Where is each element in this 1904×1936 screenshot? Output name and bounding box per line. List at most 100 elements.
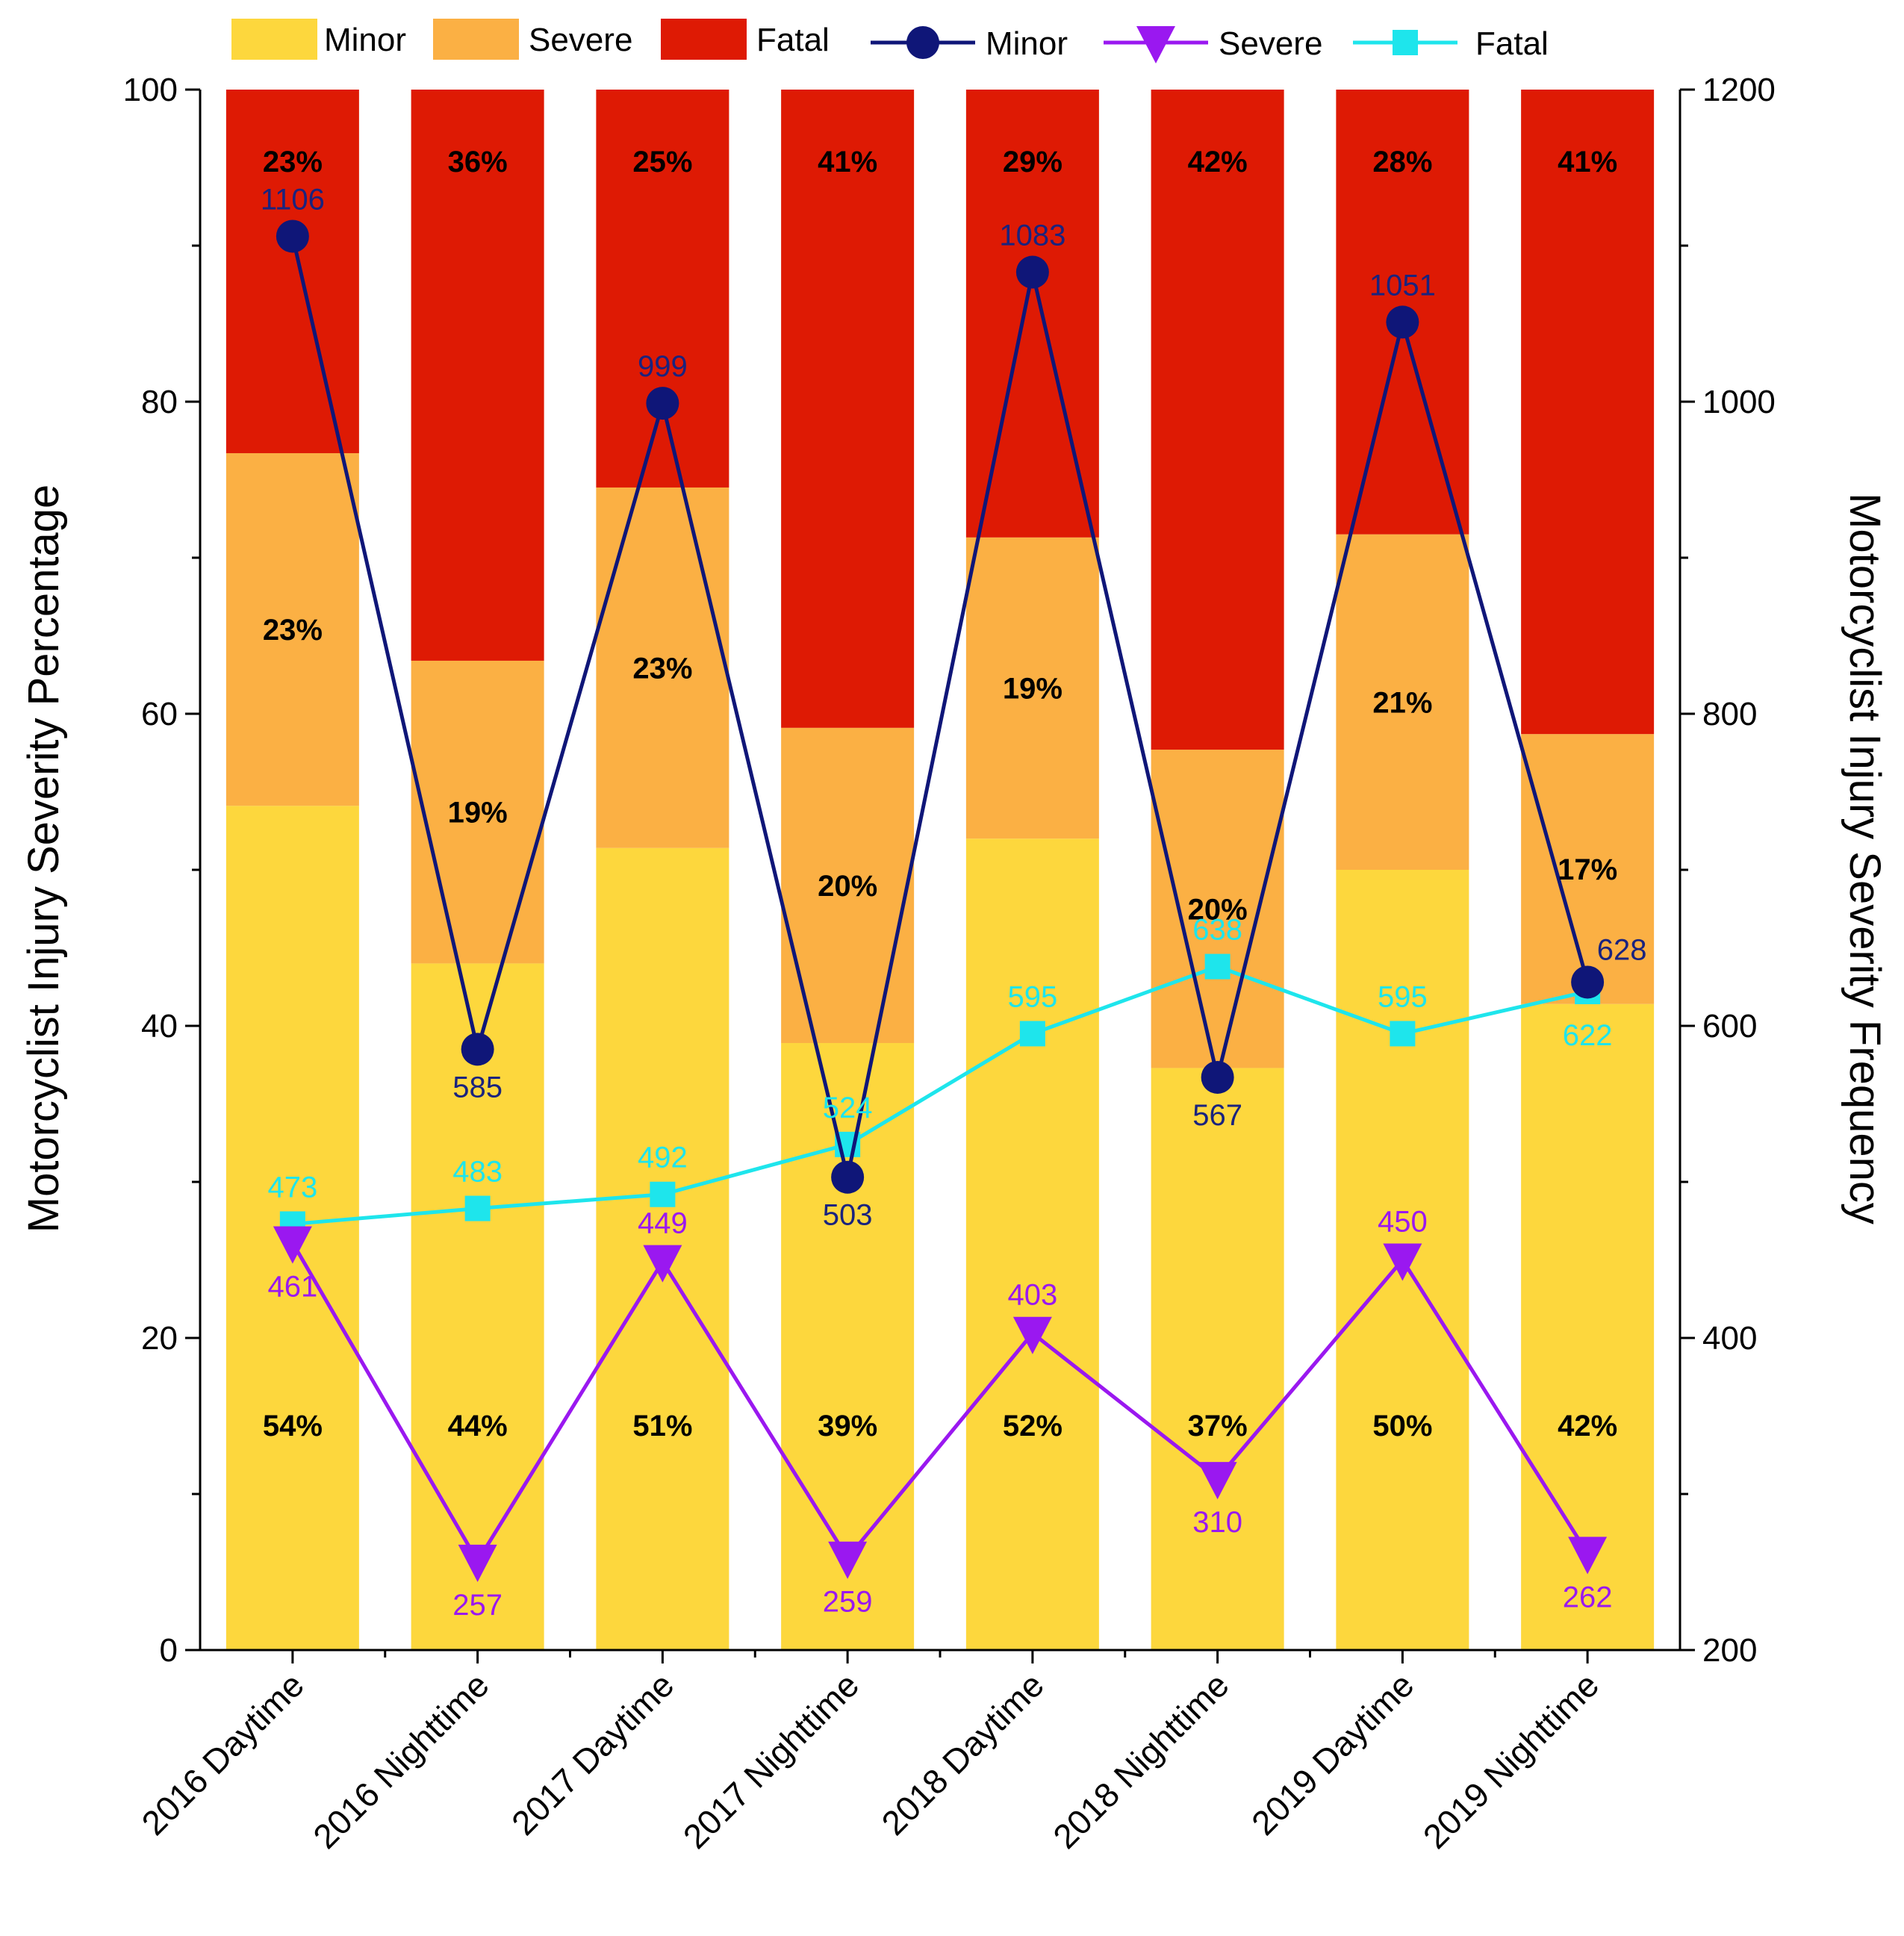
y-axis-title: Motorcyclist Injury Severity Percentage <box>19 485 68 1233</box>
pct-label-severe: 21% <box>1372 686 1432 719</box>
bar-severe-2 <box>596 487 729 848</box>
legend-swatch-bar-severe <box>433 19 519 60</box>
pct-label-minor: 42% <box>1558 1410 1617 1442</box>
marker-fatal-6 <box>1390 1021 1416 1047</box>
line-label-minor: 1083 <box>999 220 1065 252</box>
pct-label-fatal: 28% <box>1372 146 1432 178</box>
marker-minor-4 <box>1015 255 1049 289</box>
bar-severe-4 <box>965 537 1099 839</box>
legend-label: Severe <box>1219 25 1322 62</box>
pct-label-fatal: 23% <box>263 146 323 178</box>
x-category-label: 2017 Daytime <box>504 1665 681 1842</box>
legend-label: Minor <box>324 22 406 58</box>
bar-severe-7 <box>1521 734 1655 1004</box>
line-label-fatal: 473 <box>268 1171 318 1204</box>
bar-severe-6 <box>1336 534 1469 870</box>
marker-severe-3 <box>828 1541 868 1579</box>
pct-label-fatal: 29% <box>1003 146 1063 178</box>
legend-marker-severe <box>1136 26 1175 63</box>
bar-fatal-0 <box>225 90 359 453</box>
marker-fatal-2 <box>650 1181 676 1207</box>
bar-fatal-3 <box>781 90 915 728</box>
bar-severe-5 <box>1151 750 1284 1068</box>
pct-label-minor: 39% <box>818 1410 877 1442</box>
line-label-severe: 262 <box>1563 1581 1613 1613</box>
pct-label-severe: 20% <box>818 870 877 903</box>
bar-fatal-7 <box>1521 90 1655 735</box>
legend-label: Severe <box>529 22 632 58</box>
line-label-severe: 450 <box>1378 1206 1428 1239</box>
legend-swatch-bar-minor <box>231 19 317 60</box>
pct-label-severe: 20% <box>1188 893 1248 926</box>
bar-fatal-1 <box>411 90 544 661</box>
line-label-minor: 585 <box>452 1071 503 1104</box>
line-label-severe: 461 <box>268 1271 318 1304</box>
labels-layer: 54% 23% 23% 44% 19% 36% 51% 23% 25% 39% 20% 41% 52% 1… <box>261 146 1647 1622</box>
x-category-label: 2016 Daytime <box>134 1665 311 1842</box>
pct-label-fatal: 25% <box>632 146 692 178</box>
line-label-fatal: 483 <box>452 1156 503 1189</box>
y2-tick-label: 1200 <box>1702 72 1776 108</box>
line-label-fatal: 638 <box>1192 914 1242 947</box>
pct-label-minor: 54% <box>263 1410 323 1442</box>
marker-fatal-5 <box>1204 953 1231 980</box>
marker-severe-7 <box>1568 1537 1608 1575</box>
y2-tick-label: 800 <box>1702 696 1757 732</box>
marker-severe-2 <box>643 1245 682 1283</box>
legend: Minor Severe Fatal Minor Severe Fatal <box>231 19 1549 63</box>
y-tick-label: 80 <box>141 384 178 420</box>
marker-minor-1 <box>461 1033 494 1066</box>
line-label-minor: 999 <box>638 350 688 383</box>
marker-fatal-4 <box>1019 1021 1045 1047</box>
y2-tick-label: 400 <box>1702 1320 1757 1357</box>
line-label-severe: 259 <box>823 1586 873 1619</box>
marker-severe-0 <box>273 1226 312 1264</box>
line-minor <box>290 235 1590 1178</box>
y-tick-label: 20 <box>141 1320 178 1357</box>
marker-severe-5 <box>1198 1462 1237 1500</box>
marker-severe-4 <box>1012 1316 1052 1354</box>
legend-marker-fatal <box>1393 30 1418 55</box>
legend-label: Fatal <box>1475 25 1549 62</box>
marker-minor-5 <box>1201 1060 1234 1094</box>
bar-fatal-2 <box>596 90 729 488</box>
marker-minor-0 <box>276 220 309 253</box>
pct-label-severe: 19% <box>448 797 508 830</box>
y-tick-label: 0 <box>160 1632 178 1669</box>
pct-label-minor: 52% <box>1003 1410 1063 1442</box>
line-label-severe: 310 <box>1192 1506 1242 1539</box>
bar-fatal-5 <box>1151 90 1284 750</box>
line-label-fatal: 622 <box>1563 1019 1613 1052</box>
x-category-label: 2016 Nighttime <box>305 1665 497 1856</box>
y2-tick-label: 600 <box>1702 1008 1757 1045</box>
line-label-fatal: 524 <box>823 1092 873 1124</box>
pct-label-fatal: 41% <box>818 146 877 178</box>
x-category-label: 2017 Nighttime <box>676 1665 867 1856</box>
pct-label-severe: 23% <box>263 614 323 647</box>
line-label-severe: 449 <box>638 1207 688 1240</box>
line-label-fatal: 595 <box>1008 980 1058 1013</box>
line-fatal <box>292 964 1588 1226</box>
marker-minor-6 <box>1386 305 1419 339</box>
legend-marker-minor <box>906 26 939 59</box>
marker-minor-2 <box>646 387 679 420</box>
legend-swatch-bar-fatal <box>661 19 747 60</box>
x-category-label: 2019 Nighttime <box>1416 1665 1607 1856</box>
bar-minor-4 <box>965 838 1099 1650</box>
line-label-severe: 403 <box>1008 1279 1058 1312</box>
marker-minor-7 <box>1571 965 1605 999</box>
y2-tick-label: 1000 <box>1702 384 1776 420</box>
bar-minor-5 <box>1151 1068 1284 1650</box>
pct-label-fatal: 42% <box>1188 146 1248 178</box>
x-category-label: 2018 Nighttime <box>1045 1665 1236 1856</box>
lines-layer <box>273 220 1608 1582</box>
x-category-label: 2018 Daytime <box>874 1665 1051 1842</box>
pct-label-minor: 44% <box>448 1410 508 1442</box>
pct-label-fatal: 36% <box>448 146 508 178</box>
bar-minor-1 <box>411 963 544 1650</box>
line-label-minor: 1051 <box>1369 269 1436 302</box>
pct-label-minor: 37% <box>1188 1410 1248 1442</box>
y2-axis-title: Motorcyclist Injury Severity Frequency <box>1841 493 1889 1224</box>
legend-label: Fatal <box>756 22 830 58</box>
